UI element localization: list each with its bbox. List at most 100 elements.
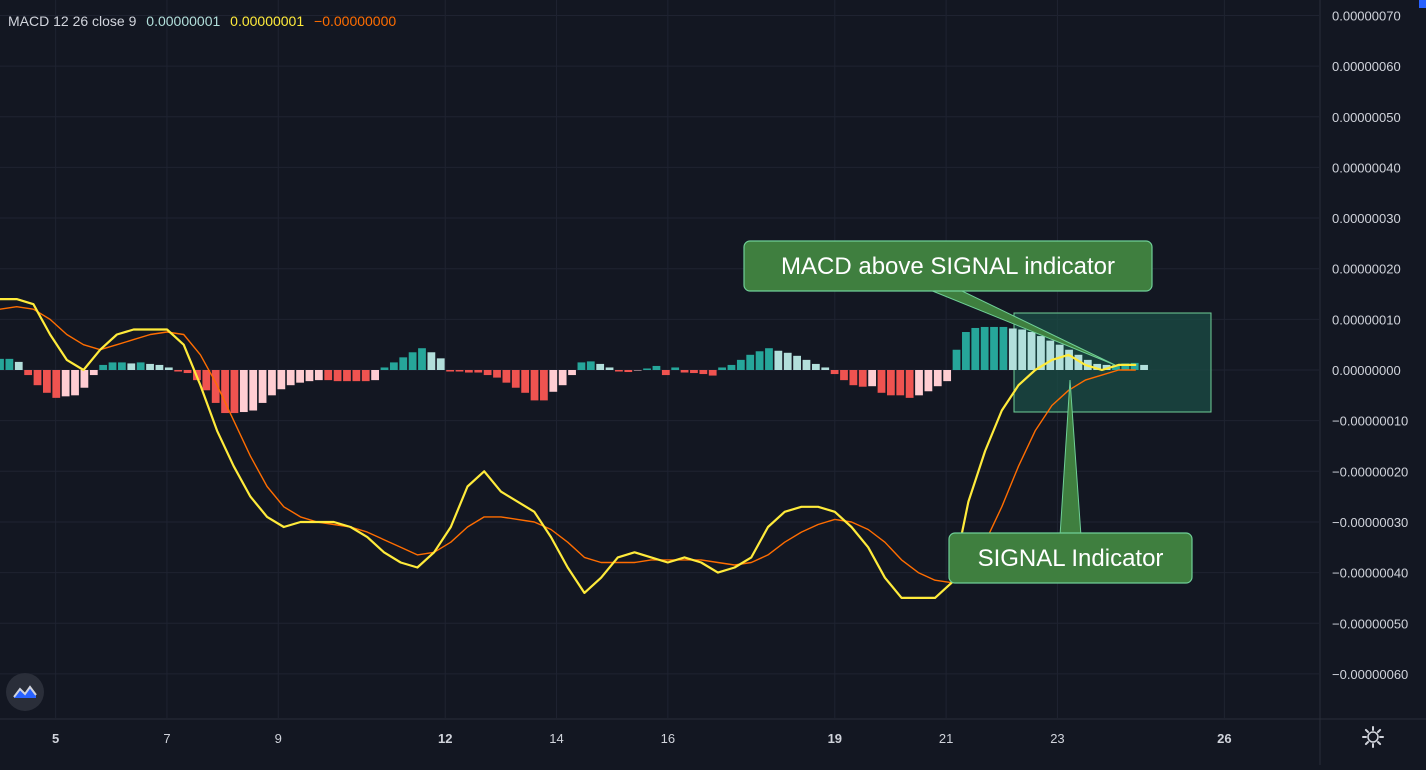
y-tick-label: 0.00000050 [1332,110,1401,125]
histogram-bar [952,349,961,370]
histogram-bar [464,370,473,373]
histogram-bar [933,370,942,387]
histogram-bar [333,370,342,382]
histogram-bar [314,370,323,381]
callout-signal-indicator-label: SIGNAL Indicator [978,545,1164,572]
histogram-bar [202,370,211,391]
histogram-bar [736,359,745,370]
histogram-bar [727,364,736,370]
histogram-bar [483,370,492,376]
histogram-bar [155,364,164,370]
histogram-bar [1008,328,1017,370]
histogram-bar [1140,364,1148,370]
histogram-bar [605,367,614,370]
x-tick-label: 21 [939,731,953,746]
histogram-bar [999,326,1008,370]
histogram-bar [399,357,408,370]
gear-glyph [1362,726,1384,748]
histogram-bar [830,370,839,375]
y-tick-label: −0.00000010 [1332,414,1408,429]
histogram-bar [183,370,192,374]
histogram-bar [230,370,239,414]
histogram-bar [446,370,455,372]
histogram-bar [521,370,530,393]
histogram-bar [671,367,680,370]
y-tick-label: −0.00000050 [1332,616,1408,631]
histogram-bar [24,370,33,376]
histogram-bar [361,370,370,382]
x-tick-label: 12 [438,731,452,746]
histogram-bar [211,370,220,403]
histogram-bar [652,365,661,370]
histogram-bar [990,326,998,370]
histogram-bar [258,370,267,403]
histogram-bar [896,370,905,396]
gear-icon[interactable] [1360,724,1386,750]
histogram-bar [380,367,389,370]
histogram-bar [633,370,642,371]
histogram-bar [568,370,576,376]
histogram-bar [1130,362,1139,370]
x-tick-label: 26 [1217,731,1231,746]
x-tick-label: 16 [661,731,675,746]
histogram-bar [277,370,286,390]
histogram-bar [915,370,923,396]
price-axis-marker [1419,0,1426,8]
histogram-bar [343,370,351,382]
histogram-bar [886,370,895,396]
histogram-bar [42,370,51,393]
histogram-bar [118,362,126,370]
callout-signal-indicator-box[interactable] [948,532,1193,584]
x-tick-label: 19 [828,731,842,746]
histogram-bar [680,370,689,373]
histogram-bar [268,370,276,396]
histogram-bar [549,370,558,392]
histogram-bar [493,370,501,378]
histogram-bar [127,363,136,370]
histogram-bar [1046,340,1055,370]
legend-indicator-name[interactable]: MACD 12 26 close 9 [8,13,137,29]
histogram-bar [89,370,98,376]
tradingview-logo-icon[interactable] [6,673,44,711]
histogram-bar [296,370,304,383]
histogram-bar [99,364,108,370]
histogram-bar [811,363,820,370]
histogram-bar [324,370,333,381]
histogram-bar [765,348,773,370]
logo-glyph [13,685,37,698]
histogram-bar [1065,349,1073,370]
histogram-bar [61,370,70,397]
histogram-bar [1093,363,1102,370]
histogram-bar [1027,332,1036,370]
histogram-bar [305,370,314,382]
histogram-bar [586,361,595,370]
histogram-bar [849,370,858,386]
histogram-bar [80,370,89,388]
histogram-bar [746,354,755,370]
legend-macd-value: 0.00000001 [230,13,305,29]
histogram-bar [174,370,183,372]
histogram-bar [774,350,783,370]
histogram-bar [868,370,877,387]
histogram-bar [980,326,989,370]
macd-line [0,298,1137,600]
histogram-bar [389,362,398,370]
histogram-bar [0,358,4,370]
histogram-bar [33,370,42,386]
histogram-bar [877,370,886,393]
histogram-bar [1018,329,1027,370]
histogram-bar [418,348,426,370]
histogram-bar [474,370,483,373]
histogram-bar [840,370,848,381]
callout-macd-above-signal-box[interactable] [743,240,1153,292]
histogram-bar [286,370,295,386]
histogram-bar [699,370,708,375]
histogram-bar [577,362,586,370]
histogram-bar [52,370,61,398]
indicator-legend[interactable]: MACD 12 26 close 9 0.00000001 0.00000001… [8,13,402,29]
histogram-bar [455,370,464,372]
y-tick-label: 0.00000060 [1332,59,1401,74]
histogram-bar [239,370,248,413]
